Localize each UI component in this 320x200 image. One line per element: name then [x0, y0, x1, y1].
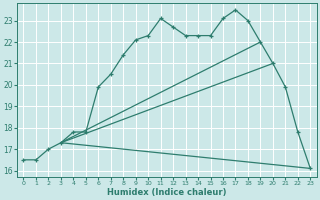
X-axis label: Humidex (Indice chaleur): Humidex (Indice chaleur) [107, 188, 227, 197]
